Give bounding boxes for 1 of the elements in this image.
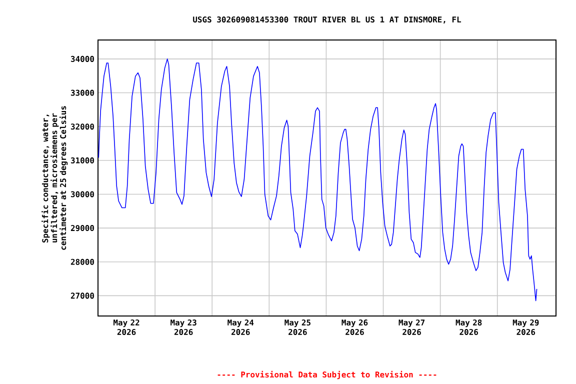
line-series — [98, 58, 538, 302]
